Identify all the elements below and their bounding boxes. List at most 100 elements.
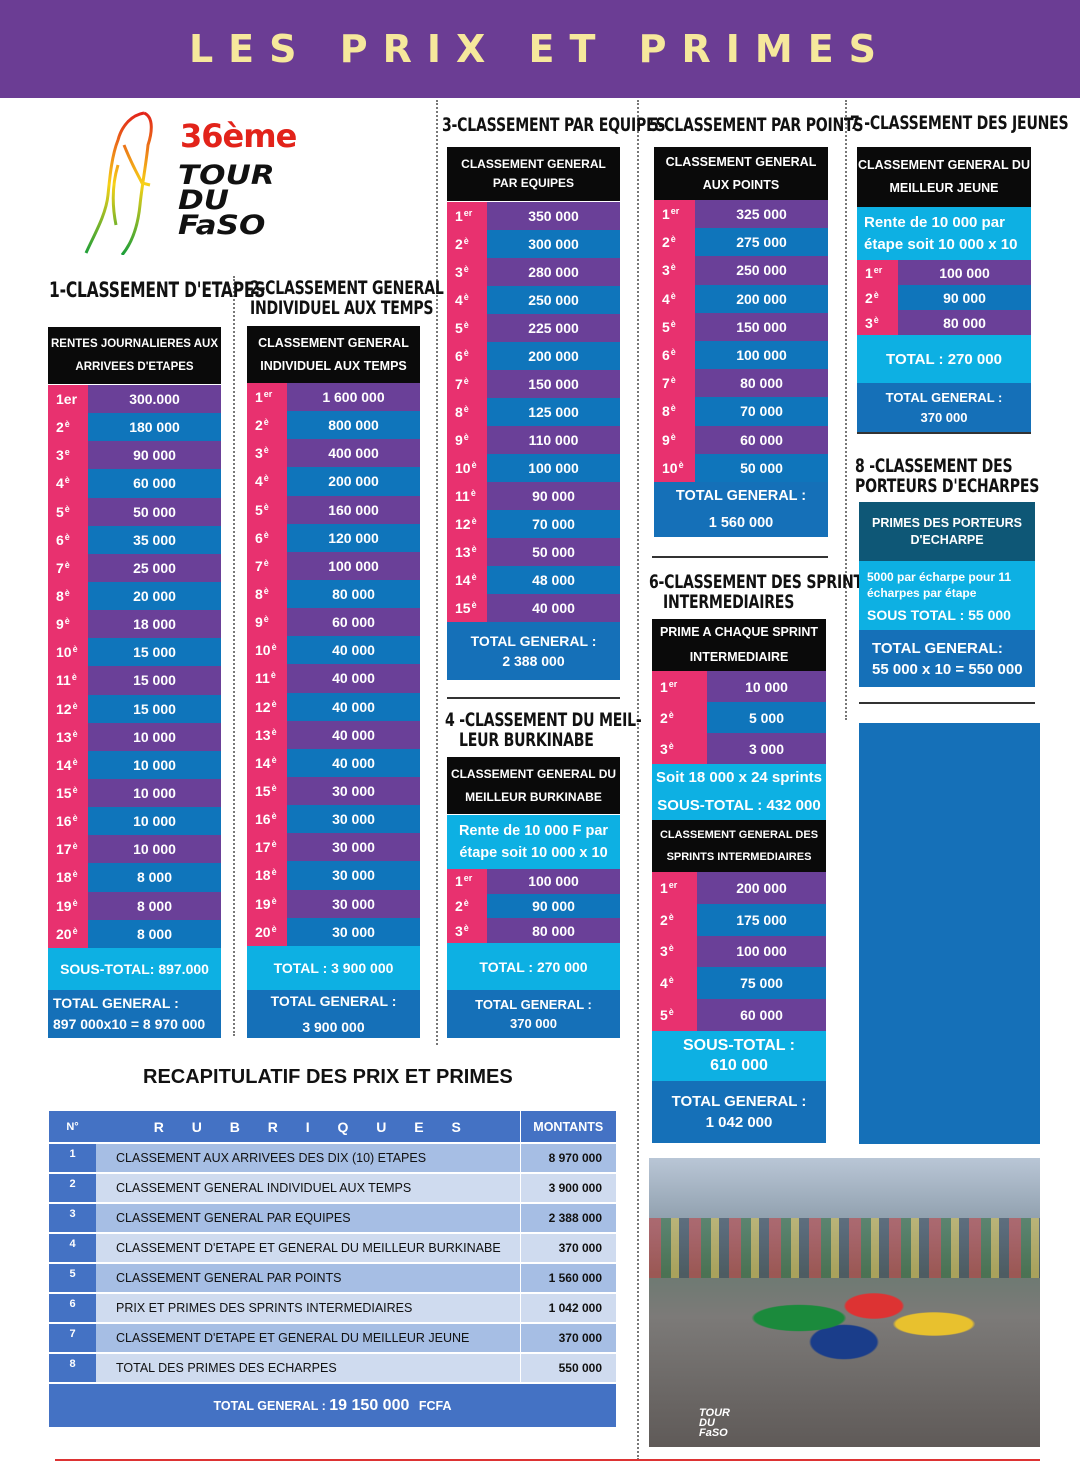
rank-suffix: è (471, 460, 477, 470)
prize-amount: 80 000 (287, 579, 420, 609)
rank-suffix: è (463, 432, 469, 442)
s6-header-2: CLASSEMENT GENERAL DES SPRINTS INTERMEDI… (652, 820, 826, 872)
rank-suffix: è (72, 869, 78, 880)
prize-amount: 80 000 (695, 369, 828, 398)
rank-suffix: è (463, 236, 469, 246)
ranking-row: 10 è 100 000 (447, 454, 620, 482)
s1-subtotal: SOUS-TOTAL: 897.000 (48, 948, 221, 990)
prize-amount: 225 000 (487, 314, 620, 342)
rank-label: 19 è (48, 891, 88, 920)
rank-number: 11 (455, 488, 470, 504)
divider (447, 697, 620, 699)
rank-suffix: è (668, 709, 674, 720)
s2-table: 1 er 1 600 000 2 è 800 000 3 è 400 000 4 è 200 000 5… (247, 383, 420, 946)
prize-amount: 15 000 (88, 694, 221, 723)
prize-amount: 40 000 (287, 692, 420, 721)
rank-suffix: è (64, 588, 70, 599)
rank-number: 10 (255, 642, 271, 659)
recap-row-amount: 370 000 (520, 1322, 616, 1353)
recap-row-number: 4 (49, 1232, 96, 1263)
ranking-row: 14 è 48 000 (447, 566, 620, 594)
rank-suffix: è (463, 264, 469, 274)
ranking-row: 2 è 90 000 (447, 893, 620, 919)
s5-header: CLASSEMENT GENERAL AUX POINTS (654, 147, 828, 200)
rank-number: 2 (455, 898, 463, 915)
rank-number: 7 (56, 559, 64, 576)
recap-row-number: 2 (49, 1172, 96, 1203)
rank-number: 6 (56, 531, 64, 548)
prize-amount: 100 000 (695, 340, 828, 370)
s6-sprints: Soit 18 000 x 24 sprints SOUS-TOTAL : 43… (652, 764, 826, 820)
ranking-row: 1 er 325 000 (654, 200, 828, 229)
recap-row-number: 1 (49, 1142, 96, 1173)
rank-number: 17 (255, 839, 271, 856)
ranking-row: 3 è 100 000 (652, 935, 826, 968)
rank-label: 20 è (48, 919, 88, 948)
recap-row-label: CLASSEMENT GENERAL INDIVIDUEL AUX TEMPS (96, 1172, 521, 1203)
ranking-row: 18 è 8 000 (48, 863, 221, 892)
s1-total: TOTAL GENERAL : 897 000x10 = 8 970 000 (48, 990, 221, 1038)
rank-label: 15 è (447, 594, 487, 622)
ranking-row: 15 è 40 000 (447, 594, 620, 622)
rank-number: 1 (865, 264, 873, 281)
rank-number: 3 (255, 445, 263, 462)
ranking-row: 5 è 60 000 (652, 999, 826, 1031)
s7-header: CLASSEMENT GENERAL DU MEILLEUR JEUNE (857, 147, 1031, 207)
rank-number: 13 (455, 544, 471, 560)
rank-label: 11 è (247, 664, 287, 693)
ranking-row: 2 è 175 000 (652, 903, 826, 936)
s2-total: TOTAL GENERAL : 3 900 000 (247, 990, 420, 1038)
column-divider (233, 276, 235, 1036)
ranking-row: 10 è 15 000 (48, 638, 221, 667)
rank-suffix: è (263, 445, 269, 456)
prize-amount: 100 000 (287, 551, 420, 580)
rank-suffix: è (670, 318, 676, 329)
ranking-row: 3 e 90 000 (48, 441, 221, 470)
ranking-row: 17 è 30 000 (247, 833, 420, 862)
ranking-row: 4 è 200 000 (654, 284, 828, 313)
prize-amount: 8 000 (88, 891, 221, 920)
rank-suffix: è (670, 290, 676, 301)
rank-suffix: è (471, 516, 477, 526)
ranking-row: 5 è 150 000 (654, 312, 828, 341)
rank-label: 16 è (48, 807, 88, 836)
ranking-row: 19 è 30 000 (247, 889, 420, 918)
prize-amount: 325 000 (695, 200, 828, 229)
rank-suffix: è (263, 473, 269, 484)
rank-suffix: è (64, 503, 70, 514)
rank-label: 13 è (447, 538, 487, 566)
rank-number: 13 (56, 728, 72, 745)
rank-number: 4 (660, 975, 668, 992)
ranking-row: 11 è 40 000 (247, 664, 420, 693)
recap-row-label: PRIX ET PRIMES DES SPRINTS INTERMEDIAIRE… (96, 1292, 521, 1323)
prize-amount: 40 000 (287, 636, 420, 665)
rank-label: 12 è (247, 692, 287, 721)
rank-suffix: è (263, 529, 269, 540)
rank-suffix: è (678, 459, 684, 470)
prize-amount: 30 000 (287, 861, 420, 890)
rank-number: 2 (660, 709, 668, 726)
rank-suffix: è (72, 728, 78, 739)
rank-suffix: è (263, 501, 269, 512)
rank-number: 12 (455, 516, 471, 532)
ranking-row: 4 è 250 000 (447, 286, 620, 314)
column-divider (845, 100, 847, 720)
prize-amount: 150 000 (695, 312, 828, 341)
s4-table: 1 er 100 000 2 è 90 000 3 è 80 000 (447, 869, 620, 944)
prize-amount: 10 000 (88, 722, 221, 751)
recap-row-amount: 2 388 000 (520, 1202, 616, 1233)
prize-amount: 275 000 (695, 228, 828, 257)
prize-amount: 800 000 (287, 411, 420, 440)
rank-suffix: è (71, 672, 77, 683)
rank-number: 13 (255, 726, 271, 743)
rank-suffix: è (64, 531, 70, 542)
